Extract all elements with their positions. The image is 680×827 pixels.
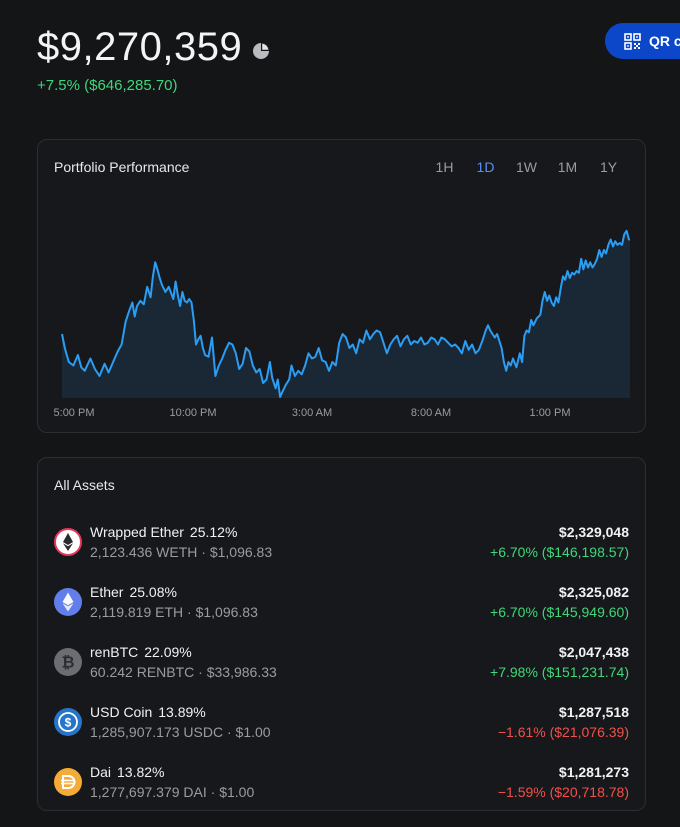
asset-name-label: renBTC (90, 644, 139, 660)
asset-name: Ether 25.08% (90, 584, 177, 600)
asset-change: −1.61% ($21,076.39) (497, 724, 629, 740)
asset-name-label: Wrapped Ether (90, 524, 184, 540)
asset-name-label: Dai (90, 764, 112, 780)
portfolio-balance: $9,270,359 (37, 25, 270, 70)
time-range-selector: 1H 1D 1W 1M 1Y (424, 159, 629, 175)
asset-name: renBTC 22.09% (90, 644, 192, 660)
x-tick-label: 10:00 PM (169, 407, 216, 419)
range-tab-1m[interactable]: 1M (557, 159, 578, 175)
ether-icon (54, 588, 82, 616)
asset-allocation-percent: 22.09% (144, 644, 192, 660)
asset-allocation-percent: 13.82% (117, 764, 165, 780)
renbtc-icon: ₿ (54, 648, 82, 676)
usd-coin-icon: $ (54, 708, 82, 736)
asset-row[interactable]: $ USD Coin 13.89% 1,285,907.173 USDC · $1.0… (38, 700, 645, 760)
asset-holding: 1,285,907.173 USDC · $1.00 (90, 724, 271, 740)
performance-title: Portfolio Performance (54, 159, 190, 175)
asset-value: $2,325,082 (558, 584, 629, 600)
all-assets-card: All Assets Wrapped Ether 25.12% 2,123.436 … (37, 457, 646, 811)
asset-holding: 2,123.436 WETH · $1,096.83 (90, 544, 273, 560)
asset-name: USD Coin 13.89% (90, 704, 206, 720)
asset-name-label: USD Coin (90, 704, 153, 720)
asset-value: $2,329,048 (558, 524, 629, 540)
performance-chart: 5:00 PM 10:00 PM 3:00 AM 8:00 AM 1:00 PM (54, 229, 630, 419)
x-tick-label: 1:00 PM (530, 407, 571, 419)
asset-row[interactable]: ₿ renBTC 22.09% 60.242 RENBTC · $33,986.33 $… (38, 640, 645, 700)
chart-area-fill (62, 230, 630, 398)
x-tick-label: 5:00 PM (54, 407, 95, 419)
svg-text:$: $ (65, 716, 72, 730)
asset-allocation-percent: 25.08% (129, 584, 177, 600)
range-tab-1h[interactable]: 1H (435, 159, 454, 175)
asset-row[interactable]: Ether 25.08% 2,119.819 ETH · $1,096.83 $2,3… (38, 580, 645, 640)
asset-allocation-percent: 25.12% (189, 524, 238, 540)
dai-icon (54, 768, 82, 796)
qr-code-button[interactable]: QR c (605, 23, 680, 59)
asset-value: $1,281,273 (558, 764, 629, 780)
asset-name-label: Ether (90, 584, 124, 600)
balance-change: +7.5% ($646,285.70) (37, 77, 178, 94)
asset-name: Wrapped Ether 25.12% (90, 524, 237, 540)
asset-holding: 2,119.819 ETH · $1,096.83 (90, 604, 258, 620)
qr-button-label: QR c (649, 33, 680, 49)
portfolio-performance-card: 5:00 PM 10:00 PM 3:00 AM 8:00 AM 1:00 PM Por… (37, 139, 646, 433)
asset-row[interactable]: Wrapped Ether 25.12% 2,123.436 WETH · $1,0… (38, 520, 645, 580)
range-tab-1w[interactable]: 1W (516, 159, 537, 175)
asset-change: +7.98% ($151,231.74) (490, 664, 629, 680)
wrapped-ether-icon (54, 528, 82, 556)
assets-title: All Assets (54, 477, 115, 493)
asset-value: $1,287,518 (558, 704, 629, 720)
balance-value: $9,270,359 (37, 25, 243, 69)
asset-value: $2,047,438 (558, 644, 629, 660)
asset-name: Dai 13.82% (90, 764, 165, 780)
pie-chart-icon[interactable] (252, 42, 270, 60)
svg-text:₿: ₿ (61, 654, 74, 672)
x-tick-label: 3:00 AM (292, 407, 332, 419)
qr-code-icon (624, 32, 641, 50)
range-tab-1y[interactable]: 1Y (599, 159, 618, 175)
asset-change: +6.70% ($146,198.57) (490, 544, 629, 560)
asset-change: −1.59% ($20,718.78) (497, 784, 629, 800)
chart-line (61, 229, 630, 398)
asset-holding: 1,277,697.379 DAI · $1.00 (90, 784, 255, 800)
asset-change: +6.70% ($145,949.60) (490, 604, 629, 620)
asset-row[interactable]: Dai 13.82% 1,277,697.379 DAI · $1.00 $1,281… (38, 760, 645, 820)
x-tick-label: 8:00 AM (411, 407, 451, 419)
range-tab-1d[interactable]: 1D (476, 159, 495, 175)
asset-holding: 60.242 RENBTC · $33,986.33 (90, 664, 277, 680)
asset-allocation-percent: 13.89% (158, 704, 206, 720)
